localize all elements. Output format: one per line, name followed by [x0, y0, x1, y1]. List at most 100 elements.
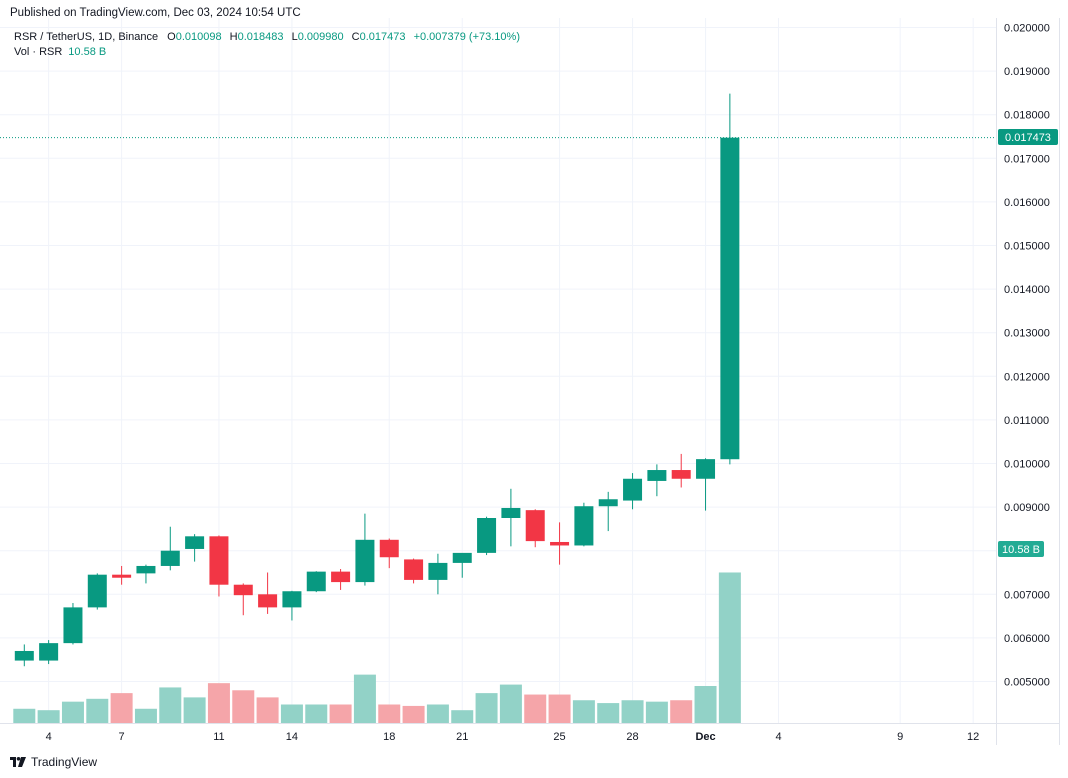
volume-bar — [305, 704, 328, 723]
candle[interactable] — [598, 491, 618, 532]
candle[interactable] — [331, 569, 351, 590]
candle[interactable] — [477, 516, 497, 556]
y-tick-label: 0.016000 — [1004, 197, 1050, 209]
candle[interactable] — [136, 564, 156, 584]
candle[interactable] — [720, 93, 740, 465]
candle-body — [355, 539, 375, 583]
volume-bar — [572, 700, 595, 723]
candle[interactable] — [379, 538, 399, 569]
volume-bar — [524, 694, 547, 723]
y-tick-label: 0.009000 — [1004, 502, 1050, 514]
candle-body — [452, 552, 472, 563]
candle[interactable] — [160, 526, 180, 571]
open-value: 0.010098 — [175, 31, 222, 43]
candle[interactable] — [550, 522, 570, 565]
volume-bar — [402, 705, 425, 723]
candle-body — [63, 607, 83, 644]
volume-bar — [378, 704, 401, 723]
candle[interactable] — [355, 513, 375, 586]
footer-brand[interactable]: TradingView — [10, 755, 97, 769]
candle-body — [696, 459, 716, 479]
candle[interactable] — [209, 535, 229, 597]
candle-body — [112, 574, 132, 578]
candle-body — [209, 536, 229, 585]
volume-bar — [232, 690, 255, 723]
candle[interactable] — [671, 453, 691, 488]
candle-body — [623, 478, 643, 501]
x-tick-label: 9 — [897, 731, 903, 743]
close-value: 0.017473 — [359, 31, 406, 43]
candle[interactable] — [525, 509, 545, 548]
candle[interactable] — [185, 534, 205, 562]
volume-badge: 10.58 B — [998, 541, 1044, 557]
x-tick-label: Dec — [695, 731, 715, 743]
candle-body — [136, 565, 156, 574]
y-tick-label: 0.019000 — [1004, 66, 1050, 78]
candle-body — [282, 591, 302, 608]
chart-grid — [0, 18, 996, 723]
candle[interactable] — [87, 573, 107, 610]
candle-body — [477, 518, 497, 553]
candle[interactable] — [306, 571, 326, 593]
candle[interactable] — [647, 464, 667, 497]
x-tick-label: 18 — [383, 731, 395, 743]
volume-bars — [13, 572, 741, 723]
candle[interactable] — [63, 603, 83, 645]
candle[interactable] — [574, 502, 594, 547]
tradingview-logo-icon — [10, 757, 26, 767]
candle-body — [306, 571, 326, 592]
candle[interactable] — [623, 473, 643, 510]
y-tick-label: 0.006000 — [1004, 633, 1050, 645]
candle[interactable] — [282, 590, 302, 621]
candle-body — [39, 643, 59, 661]
candle-body — [574, 506, 594, 546]
change-value: +0.007379 (+73.10%) — [413, 31, 520, 43]
candle-body — [598, 499, 618, 507]
x-tick-label: 28 — [626, 731, 638, 743]
candle-body — [331, 571, 351, 583]
x-tick-label: 12 — [967, 731, 979, 743]
x-tick-label: 4 — [46, 731, 52, 743]
footer-brand-name: TradingView — [31, 755, 98, 769]
volume-bar — [451, 710, 474, 723]
volume-bar — [670, 700, 693, 723]
candle[interactable] — [112, 565, 132, 585]
low-value: 0.009980 — [297, 31, 344, 43]
candle[interactable] — [258, 572, 278, 614]
candle[interactable] — [39, 640, 59, 665]
volume-bar — [694, 686, 717, 723]
candle[interactable] — [696, 458, 716, 511]
volume-bar — [718, 572, 741, 723]
volume-bar — [207, 683, 230, 723]
y-tick-label: 0.005000 — [1004, 677, 1050, 689]
volume-bar — [61, 701, 84, 723]
candle-body — [525, 510, 545, 542]
ohlc-legend: RSR / TetherUS, 1D, Binance O0.010098 H0… — [14, 31, 525, 43]
candle[interactable] — [452, 552, 472, 578]
candle[interactable] — [404, 558, 424, 584]
candle[interactable] — [428, 553, 448, 595]
candle-body — [647, 470, 667, 481]
candle-body — [428, 562, 448, 580]
time-axis: 4 7 11 14 18 21 25 28 Dec 4 9 12 — [46, 731, 980, 743]
volume-bar — [329, 704, 352, 723]
volume-bar — [159, 687, 182, 723]
volume-bar — [621, 700, 644, 723]
y-tick-label: 0.020000 — [1004, 23, 1050, 35]
candle-body — [671, 470, 691, 479]
candle-body — [720, 137, 740, 460]
high-value: 0.018483 — [237, 31, 284, 43]
candle-body — [160, 550, 180, 566]
volume-label[interactable]: Vol · RSR — [14, 46, 63, 58]
symbol-title[interactable]: RSR / TetherUS, 1D, Binance — [14, 31, 159, 43]
x-tick-label: 21 — [456, 731, 468, 743]
candle-body — [87, 574, 107, 608]
volume-bar — [183, 697, 206, 723]
candle[interactable] — [233, 583, 253, 616]
candle[interactable] — [14, 644, 34, 667]
candle[interactable] — [501, 488, 521, 547]
candle-body — [185, 536, 205, 549]
x-tick-label: 25 — [553, 731, 565, 743]
candle-body — [379, 539, 399, 558]
